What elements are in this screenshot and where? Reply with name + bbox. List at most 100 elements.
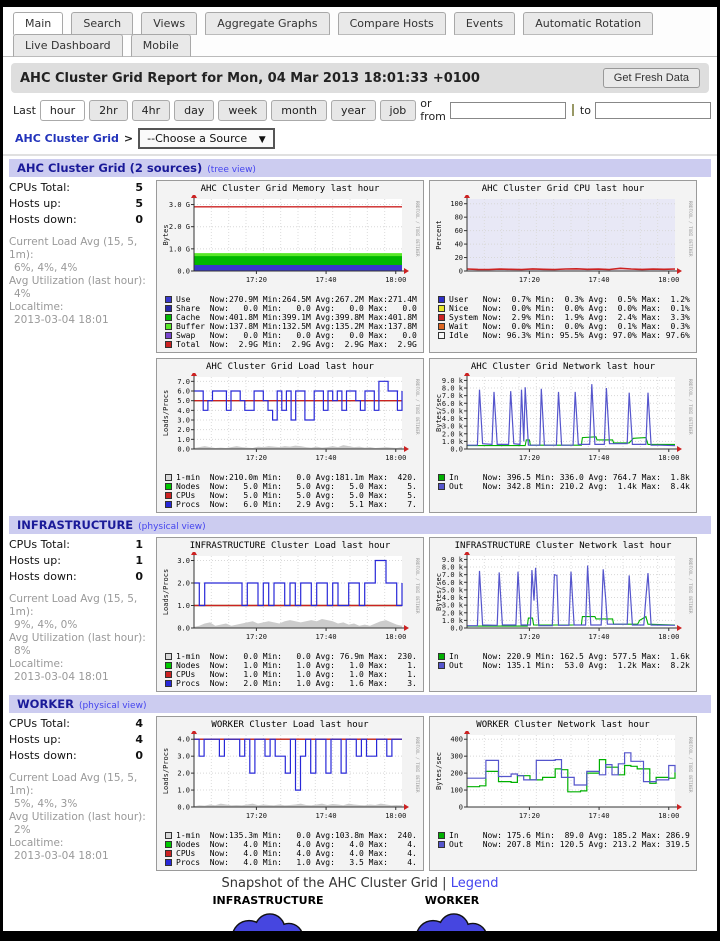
or-from-label: or from (420, 97, 446, 123)
range-job[interactable]: job (379, 99, 417, 121)
svg-text:3.0: 3.0 (177, 557, 190, 565)
snapshot-title: Snapshot of the AHC Cluster Grid | Legen… (3, 876, 717, 891)
tab-automatic-rotation[interactable]: Automatic Rotation (523, 12, 654, 35)
svg-text:Percent: Percent (435, 220, 443, 250)
svg-text:Loads/Procs: Loads/Procs (162, 569, 170, 615)
svg-text:0.0: 0.0 (177, 625, 190, 633)
cpus-total-value: 5 (135, 181, 143, 194)
range-2hr[interactable]: 2hr (89, 99, 128, 121)
svg-text:0.0: 0.0 (177, 804, 190, 812)
chart-ahc-memory[interactable]: AHC Cluster Grid Memory last hour 0.0 1.0 … (156, 180, 424, 353)
svg-text:Bytes: Bytes (162, 224, 170, 245)
legend-row: Swap Now: 0.0 Min: 0.0 Avg: 0.0 Max: 0.0 (165, 331, 421, 340)
calendar-icon[interactable] (716, 104, 717, 116)
svg-text:Bytes/sec: Bytes/sec (435, 394, 443, 432)
cluster-extra-info: Current Load Avg (15, 5, 1m): 5%, 4%, 3% … (9, 772, 146, 862)
chart-worker-network[interactable]: WORKER Cluster Network last hour 0 100 200 3… (429, 716, 697, 871)
hosts-up-label: Hosts up: (9, 733, 61, 746)
svg-text:6.0 k: 6.0 k (442, 579, 464, 587)
chart-worker-load[interactable]: WORKER Cluster Load last hour 0.0 1.0 2.0 3.… (156, 716, 424, 871)
svg-text:17:40: 17:40 (316, 454, 337, 462)
legend-row: Wait Now: 0.0% Min: 0.0% Avg: 0.1% Max: … (438, 322, 694, 331)
from-date-input[interactable] (449, 101, 566, 119)
legend-swatch (438, 841, 445, 848)
tab-search[interactable]: Search (71, 12, 134, 35)
legend-link[interactable]: Legend (450, 876, 499, 891)
hosts-up-value: 4 (135, 733, 143, 746)
hosts-up-value: 1 (135, 554, 143, 567)
chart-ahc-network[interactable]: AHC Cluster Grid Network last hour 0.0 1.0… (429, 358, 697, 513)
legend-row: Out Now: 207.8 Min: 120.5 Avg: 213.2 Max… (438, 840, 694, 849)
physical-view-link[interactable]: (physical view) (78, 701, 147, 711)
svg-text:Loads/Procs: Loads/Procs (162, 748, 170, 794)
svg-text:8.0 k: 8.0 k (442, 385, 464, 393)
to-date-input[interactable] (594, 101, 711, 119)
svg-text:2.0: 2.0 (177, 580, 190, 588)
hosts-down-label: Hosts down: (9, 213, 77, 226)
svg-text:RRDTOOL / TOBI OETIKER: RRDTOOL / TOBI OETIKER (415, 737, 420, 793)
svg-text:3.0: 3.0 (177, 417, 190, 425)
cloud-label: INFRASTRUCTURE (212, 894, 324, 907)
svg-text:2.0 k: 2.0 k (442, 609, 464, 617)
svg-text:Bytes/sec: Bytes/sec (435, 573, 443, 611)
tree-view-link[interactable]: (tree view) (207, 165, 256, 175)
svg-text:17:20: 17:20 (519, 454, 540, 462)
svg-text:2.0 G: 2.0 G (169, 223, 190, 231)
legend-row: Nodes Now: 5.0 Min: 5.0 Avg: 5.0 Max: 5. (165, 482, 421, 491)
tab-bar: Main Search Views Aggregate Graphs Compa… (3, 7, 717, 57)
physical-view-link[interactable]: (physical view) (138, 522, 206, 532)
breadcrumb-root-link[interactable]: AHC Cluster Grid (15, 132, 119, 145)
source-select[interactable]: --Choose a Source ▼ (138, 128, 275, 149)
calendar-icon[interactable] (571, 104, 574, 116)
svg-text:4.0: 4.0 (177, 407, 190, 415)
tab-aggregate-graphs[interactable]: Aggregate Graphs (205, 12, 330, 35)
chart-grid: AHC Cluster Grid Memory last hour 0.0 1.0 … (156, 180, 711, 513)
snapshot-separator: | (442, 876, 447, 891)
tab-compare-hosts[interactable]: Compare Hosts (337, 12, 446, 35)
chart-ahc-load[interactable]: AHC Cluster Grid Load last hour 0.0 1.0 2.0… (156, 358, 424, 513)
hosts-down-label: Hosts down: (9, 749, 77, 762)
chart-ahc-cpu[interactable]: AHC Cluster Grid CPU last hour 0 20 40 60 80 1… (429, 180, 697, 353)
svg-text:17:40: 17:40 (589, 812, 610, 820)
range-month[interactable]: month (271, 99, 327, 121)
range-hour[interactable]: hour (39, 99, 86, 121)
get-fresh-data-button[interactable]: Get Fresh Data (602, 68, 700, 88)
chart-legend: 1-min Now:135.3m Min: 0.0 Avg:103.8m Max… (159, 831, 421, 867)
range-day[interactable]: day (174, 99, 215, 121)
svg-text:0.0: 0.0 (177, 268, 190, 276)
svg-text:5.0: 5.0 (177, 397, 190, 405)
chart-plot: 0.0 1.0 2.0 3.0 4.0 17:20 17:40 18:00 Loads/Proc… (162, 731, 420, 820)
tab-live-dashboard[interactable]: Live Dashboard (13, 34, 123, 57)
bottom-border-bar (3, 931, 717, 941)
chart-plot: 0 100 200 300 400 17:20 17:40 18:00 Bytes/sec RRD… (435, 731, 693, 820)
svg-text:18:00: 18:00 (658, 276, 679, 284)
svg-text:0.0: 0.0 (450, 625, 463, 633)
tab-views[interactable]: Views (141, 12, 198, 35)
legend-swatch (165, 332, 172, 339)
chart-title: AHC Cluster Grid CPU last hour (481, 184, 645, 194)
range-4hr[interactable]: 4hr (131, 99, 171, 121)
chart-infra-network[interactable]: INFRASTRUCTURE Cluster Network last hour… (429, 537, 697, 692)
legend-row: Total Now: 2.9G Min: 2.9G Avg: 2.9G Max:… (165, 340, 421, 349)
tab-mobile[interactable]: Mobile (130, 34, 191, 57)
legend-swatch (438, 662, 445, 669)
legend-swatch (165, 680, 172, 687)
tab-events[interactable]: Events (453, 12, 516, 35)
legend-row: In Now: 220.9 Min: 162.5 Avg: 577.5 Max:… (438, 652, 694, 661)
svg-text:400: 400 (450, 736, 463, 744)
chart-title: AHC Cluster Grid Network last hour (470, 362, 656, 372)
hosts-down-value: 0 (135, 213, 143, 226)
section-header-worker: WORKER (physical view) (9, 695, 711, 713)
svg-text:1.0: 1.0 (177, 436, 190, 444)
breadcrumb-separator: > (123, 132, 134, 145)
hosts-down-value: 0 (135, 749, 143, 762)
tab-main[interactable]: Main (13, 12, 64, 35)
legend-row: Share Now: 0.0 Min: 0.0 Avg: 0.0 Max: 0.… (165, 304, 421, 313)
legend-swatch (165, 841, 172, 848)
range-week[interactable]: week (218, 99, 268, 121)
legend-row: Procs Now: 2.0 Min: 1.0 Avg: 1.6 Max: 3. (165, 679, 421, 688)
range-year[interactable]: year (330, 99, 376, 121)
legend-swatch (165, 296, 172, 303)
svg-text:RRDTOOL / TOBI OETIKER: RRDTOOL / TOBI OETIKER (688, 201, 693, 257)
chart-infra-load[interactable]: INFRASTRUCTURE Cluster Load last hour 0.0… (156, 537, 424, 692)
